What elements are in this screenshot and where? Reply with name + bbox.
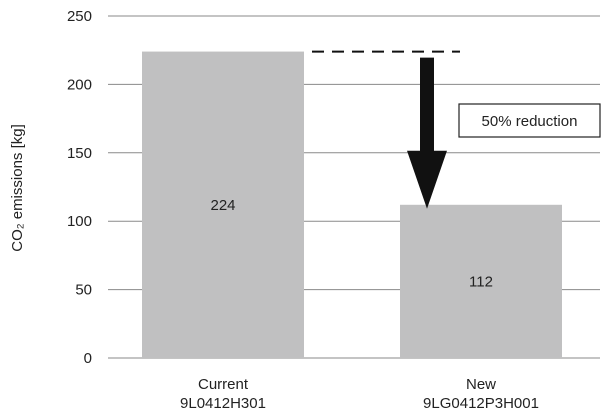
category-code: 9L0412H301 (180, 395, 266, 412)
y-tick-label: 0 (84, 350, 92, 367)
y-tick-labels: 0 50 100 150 200 250 (67, 8, 92, 367)
y-tick-label: 50 (75, 282, 92, 299)
y-tick-label: 250 (67, 8, 92, 25)
annotation-box (458, 103, 601, 138)
y-tick-label: 150 (67, 145, 92, 162)
y-tick-label: 200 (67, 76, 92, 93)
category-labels: Current 9L0412H301 New 9LG0412P3H001 (180, 376, 539, 412)
reduction-arrow (407, 57, 447, 209)
category-code: 9LG0412P3H001 (423, 395, 539, 412)
bars: 224 112 (142, 51, 562, 359)
category-label: Current (198, 376, 249, 393)
bar-new (400, 204, 562, 358)
y-axis-label: CO₂ emissions [kg] (9, 124, 26, 252)
category-label: New (466, 376, 496, 393)
bar-current (142, 51, 304, 359)
bar-value-label: 224 (210, 197, 235, 214)
y-tick-label: 100 (67, 213, 92, 230)
bar-value-label: 112 (469, 273, 493, 290)
annotation-text: 50% reduction (482, 113, 578, 130)
